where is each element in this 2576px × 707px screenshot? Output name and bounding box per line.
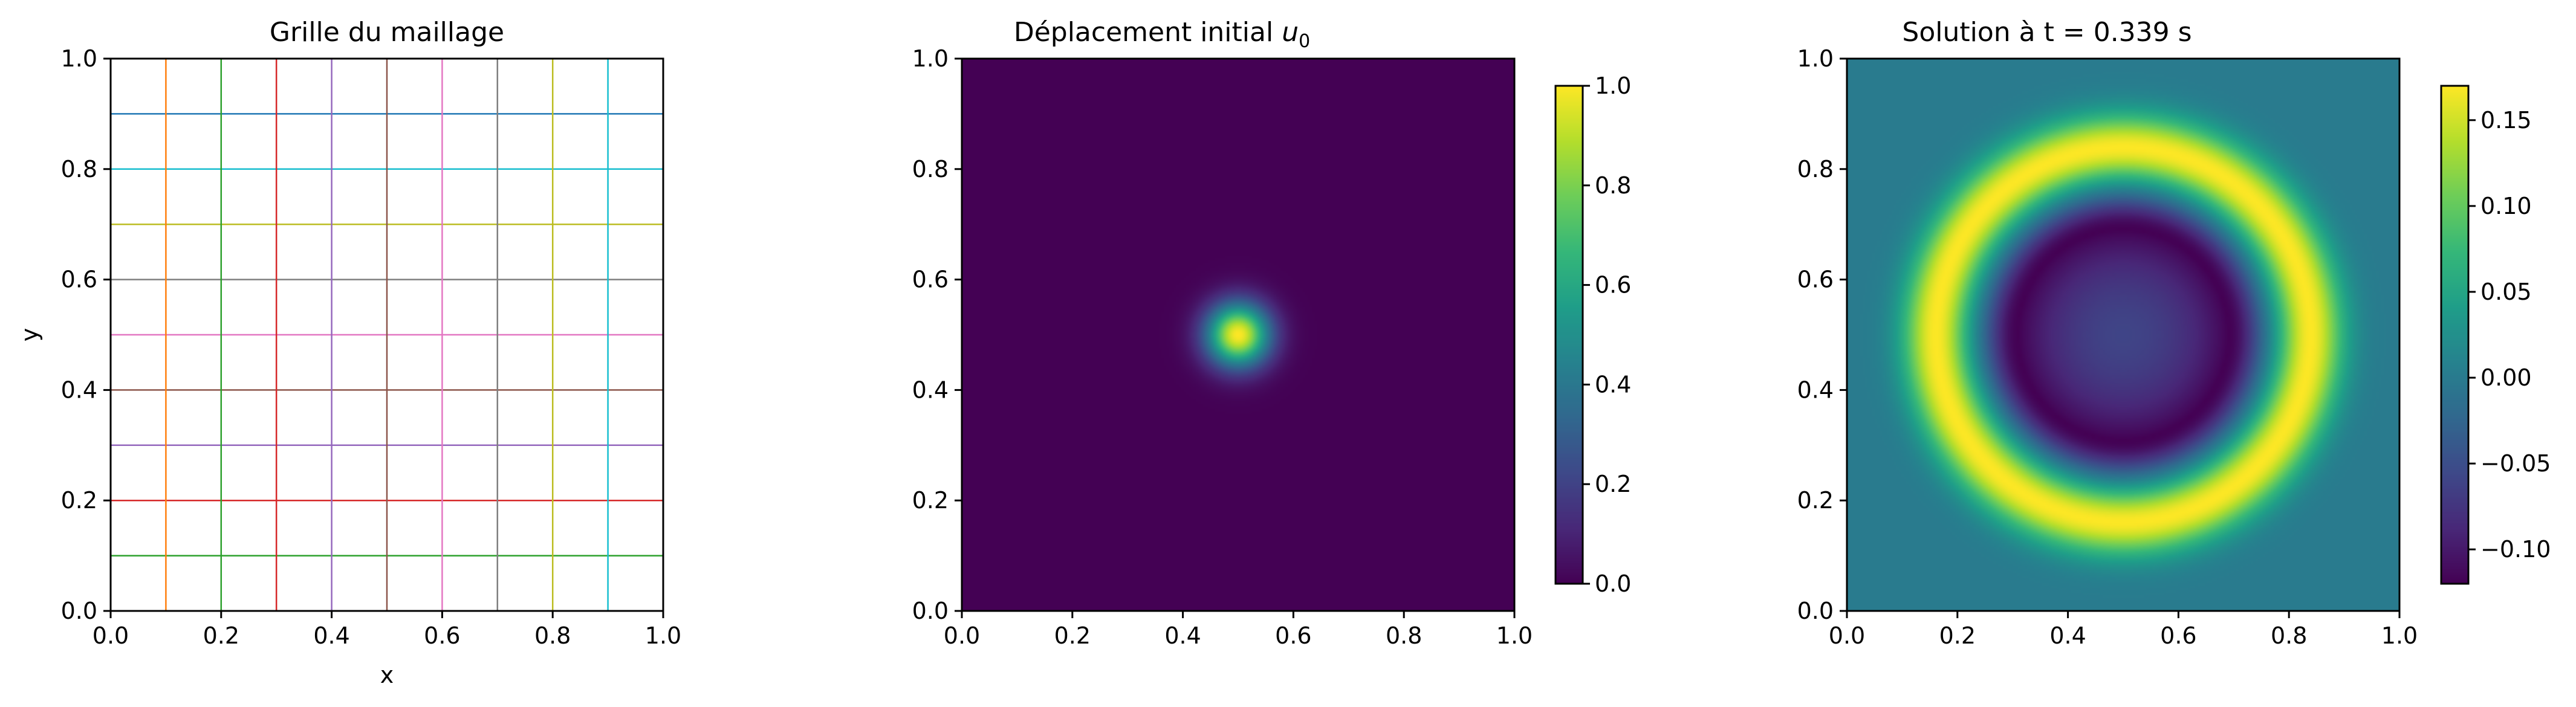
x-tick-label: 0.4	[2049, 622, 2086, 649]
mesh-lines	[111, 59, 663, 611]
x-tick-label: 0.0	[944, 622, 980, 649]
initial-displacement-y-ticks: 0.0 0.2 0.4 0.6 0.8 1.0	[912, 45, 962, 624]
x-tick-label: 0.8	[2271, 622, 2307, 649]
initial-displacement-frame	[961, 57, 1516, 612]
y-tick-label: 0.8	[1797, 156, 1834, 182]
colorbar-tick-label: 0.05	[2480, 279, 2532, 305]
x-tick-label: 0.6	[1275, 622, 1311, 649]
colorbar-tick-label: −0.10	[2480, 536, 2551, 563]
panel-solution: Solution à t = 0.339 s 0.0 0.2 0.4 0.6 0.8 1.…	[1797, 17, 2551, 649]
colorbar-tick-label: 0.4	[1595, 371, 1631, 398]
x-tick-label: 0.4	[1164, 622, 1201, 649]
y-tick-label: 0.2	[1797, 487, 1834, 514]
colorbar-tick-label: 0.10	[2480, 193, 2532, 219]
initial-displacement-colorbar	[1556, 86, 1583, 584]
solution-colorbar-frame	[2440, 85, 2470, 585]
solution-x-ticks: 0.0 0.2 0.4 0.6 0.8 1.0	[1829, 611, 2418, 649]
y-tick-label: 0.4	[61, 376, 97, 403]
initial-displacement-x-ticks: 0.0 0.2 0.4 0.6 0.8 1.0	[944, 611, 1533, 649]
x-tick-label: 1.0	[2381, 622, 2418, 649]
solution-heatmap	[1847, 59, 2399, 611]
initial-displacement-title-subscript: 0	[1299, 31, 1310, 52]
colorbar-tick-label: 0.15	[2480, 107, 2532, 134]
colorbar-tick-label: 0.6	[1595, 272, 1631, 299]
x-tick-label: 0.2	[1054, 622, 1091, 649]
colorbar-tick-label: 0.0	[1595, 570, 1631, 597]
y-tick-label: 0.0	[61, 598, 97, 624]
y-tick-label: 1.0	[1797, 45, 1834, 72]
initial-displacement-title-math: u	[1282, 17, 1299, 48]
x-tick-label: 1.0	[1496, 622, 1533, 649]
mesh-x-axis-label: x	[380, 662, 394, 688]
y-tick-label: 0.2	[61, 487, 97, 514]
y-tick-label: 0.6	[61, 266, 97, 293]
initial-displacement-colorbar-frame	[1554, 85, 1584, 585]
x-tick-label: 0.2	[1939, 622, 1976, 649]
mesh-y-axis-label: y	[16, 328, 43, 342]
x-tick-label: 0.4	[313, 622, 349, 649]
y-tick-label: 0.0	[912, 598, 949, 624]
y-tick-label: 1.0	[912, 45, 949, 72]
colorbar-tick-label: 0.2	[1595, 471, 1631, 497]
initial-displacement-title-text: Déplacement initial	[1014, 17, 1282, 48]
initial-displacement-title: Déplacement initial u0	[1014, 17, 1310, 52]
x-tick-label: 0.0	[92, 622, 129, 649]
y-tick-label: 0.6	[912, 266, 949, 293]
colorbar-tick-label: −0.05	[2480, 450, 2551, 477]
mesh-x-ticks: 0.0 0.2 0.4 0.6 0.8 1.0	[92, 611, 681, 649]
panel-initial-displacement: Déplacement initial u0 0.0 0.2 0.4 0.6 0.8 1.…	[912, 17, 1632, 649]
initial-displacement-colorbar-ticks: 0.0 0.2 0.4 0.6 0.8 1.0	[1583, 73, 1631, 597]
y-tick-label: 0.6	[1797, 266, 1834, 293]
mesh-y-ticks: 0.0 0.2 0.4 0.6 0.8 1.0	[61, 45, 111, 624]
colorbar-tick-label: 0.00	[2480, 364, 2532, 391]
x-tick-label: 0.2	[203, 622, 239, 649]
solution-colorbar	[2441, 86, 2468, 584]
y-tick-label: 0.2	[912, 487, 949, 514]
x-tick-label: 0.6	[2160, 622, 2196, 649]
x-tick-label: 0.6	[424, 622, 460, 649]
y-tick-label: 0.4	[1797, 376, 1834, 403]
solution-title: Solution à t = 0.339 s	[1902, 17, 2192, 48]
mesh-frame	[109, 57, 664, 612]
y-tick-label: 1.0	[61, 45, 97, 72]
colorbar-tick-label: 1.0	[1595, 73, 1631, 99]
x-tick-label: 0.0	[1829, 622, 1865, 649]
initial-displacement-heatmap	[962, 59, 1514, 611]
y-tick-label: 0.8	[61, 156, 97, 182]
y-tick-label: 0.8	[912, 156, 949, 182]
solution-y-ticks: 0.0 0.2 0.4 0.6 0.8 1.0	[1797, 45, 1847, 624]
panel-mesh-grid: Grille du maillage 0.0 0.2 0.4 0.6 0.8 1.0 0.…	[16, 17, 681, 688]
solution-colorbar-ticks: −0.10 −0.05 0.00 0.05 0.10 0.15	[2468, 107, 2551, 563]
y-tick-label: 0.4	[912, 376, 949, 403]
x-tick-label: 0.8	[534, 622, 571, 649]
mesh-title: Grille du maillage	[270, 17, 504, 48]
solution-frame	[1846, 57, 2401, 612]
x-tick-label: 0.8	[1386, 622, 1422, 649]
x-tick-label: 1.0	[645, 622, 681, 649]
colorbar-tick-label: 0.8	[1595, 172, 1631, 199]
y-tick-label: 0.0	[1797, 598, 1834, 624]
